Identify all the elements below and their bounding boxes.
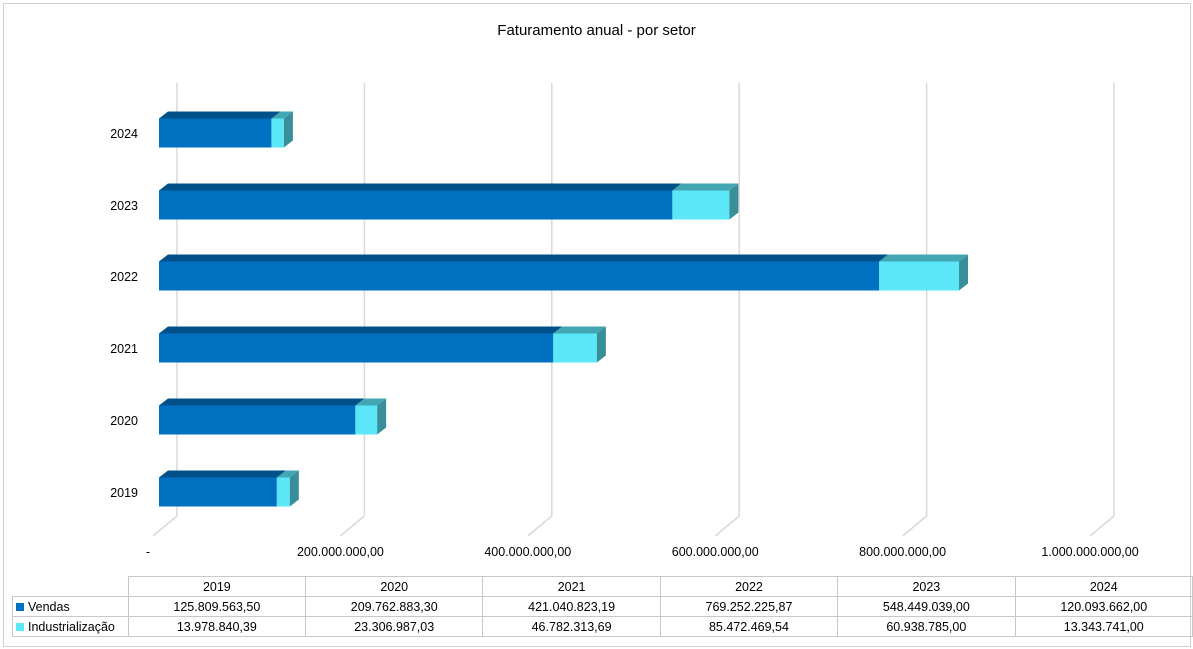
bar-side-face [377,398,387,435]
table-cell: 13.978.840,39 [127,616,307,637]
bar-top-face [672,183,739,191]
table-header-cell: 2024 [1014,576,1193,597]
x-tick-label: 1.000.000.000,00 [1041,545,1138,559]
bar-top-face [159,326,563,334]
y-tick-label: 2024 [110,127,138,141]
table-cell: 769.252.225,87 [659,596,839,617]
bar-side-face [596,326,606,363]
table-header-cell: 2021 [482,576,661,597]
bar-vendas [159,118,272,148]
table-row: Industrialização 13.978.840,39 23.306.987,… [12,616,1193,637]
table-cell: 120.093.662,00 [1014,596,1193,617]
table-header-row: 2019 2020 2021 2022 2023 2024 [12,576,1193,597]
bar-side-face [959,254,969,291]
bar-industrializacao [276,477,290,507]
bar-top-face [159,111,281,119]
table-header-cell: 2020 [305,576,484,597]
table-cell: 46.782.313,69 [482,616,661,637]
bar-top-face [553,326,606,334]
y-tick-label: 2019 [110,486,138,500]
table-cell: 125.809.563,50 [127,596,307,617]
table-cell: 209.762.883,30 [305,596,484,617]
bar-industrializacao [672,190,730,220]
bar-industrializacao [553,333,597,363]
legend-label: Industrialização [28,619,115,634]
bar-top-face [159,398,365,406]
bar-top-face [159,470,286,478]
gridline-floor [1089,515,1115,537]
x-tick-label: - [146,545,150,559]
bar-industrializacao [271,118,284,148]
bar-top-face [159,183,682,191]
gridline-floor [527,515,553,537]
y-tick-label: 2022 [110,270,138,284]
gridline-floor [339,515,365,537]
plot-area: - 200.000.000,00 400.000.000,00 600.000.000… [110,83,1139,559]
table-cell: 23.306.987,03 [305,616,484,637]
table-cell: 548.449.039,00 [837,596,1016,617]
gridline-floor [902,515,928,537]
table-cell: 85.472.469,54 [659,616,839,637]
table-cell: 13.343.741,00 [1014,616,1193,637]
legend-label: Vendas [28,599,70,614]
table-cell: 421.040.823,19 [482,596,661,617]
bar-vendas [159,190,673,220]
bar-vendas [159,261,880,291]
legend-swatch-icon [16,602,24,611]
bar-vendas [159,333,554,363]
y-tick-label: 2021 [110,342,138,356]
bar-top-face [159,254,889,262]
legend-entry: Vendas [12,596,129,617]
table-corner [12,576,129,597]
bar-vendas [159,477,277,507]
bar-top-face [276,470,299,478]
legend-swatch-icon [16,622,24,631]
table-cell: 60.938.785,00 [837,616,1016,637]
gridline-floor [152,515,178,537]
bar-industrializacao [355,405,378,435]
chart-title: Faturamento anual - por setor [497,22,696,39]
bar-side-face [283,111,293,148]
x-tick-label: 200.000.000,00 [297,545,384,559]
bar-top-face [355,398,387,406]
table-row: Vendas 125.809.563,50 209.762.883,30 421.04… [12,596,1193,617]
y-tick-label: 2020 [110,414,138,428]
bar-side-face [289,470,299,507]
x-tick-label: 800.000.000,00 [859,545,946,559]
bar-top-face [271,111,293,119]
bar-industrializacao [879,261,960,291]
table-header-cell: 2023 [837,576,1016,597]
bar-top-face [879,254,969,262]
data-table: 2019 2020 2021 2022 2023 2024 Vendas 125.809.56… [12,576,1193,637]
x-tick-label: 600.000.000,00 [672,545,759,559]
table-header-cell: 2022 [659,576,839,597]
bar-vendas [159,405,356,435]
y-tick-label: 2023 [110,199,138,213]
legend-entry: Industrialização [12,616,129,637]
table-header-cell: 2019 [127,576,307,597]
x-tick-label: 400.000.000,00 [484,545,571,559]
gridline-floor [714,515,740,537]
bar-side-face [729,183,739,220]
